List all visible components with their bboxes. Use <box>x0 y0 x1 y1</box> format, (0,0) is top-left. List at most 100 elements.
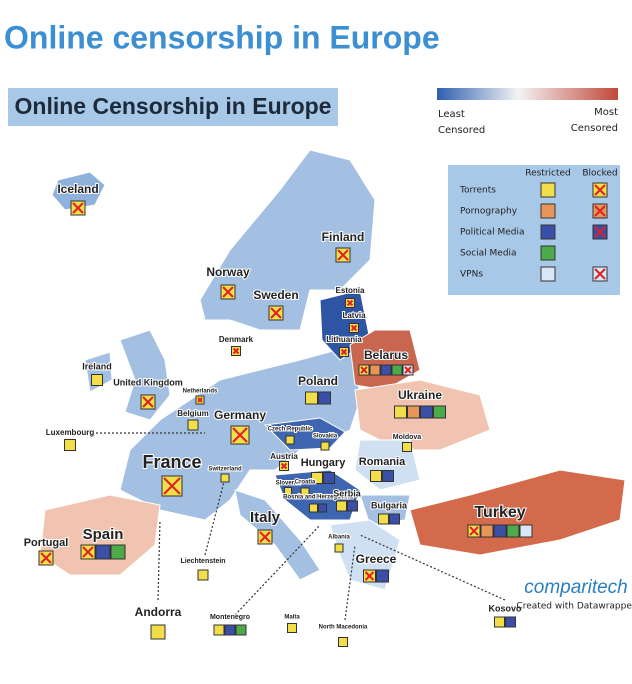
blocked-cross <box>259 531 271 543</box>
country: Latvia <box>341 310 367 333</box>
icon <box>376 569 389 583</box>
country-label: Malta <box>284 615 300 621</box>
country: Slovakia <box>312 433 339 451</box>
icon <box>320 441 330 451</box>
blocked-cross <box>594 268 606 280</box>
scale-most-sub: Censored <box>571 123 618 134</box>
blocked-cross <box>364 571 375 581</box>
country: North Macedonia <box>318 624 369 647</box>
country-label: Portugal <box>24 537 69 549</box>
icon <box>420 405 433 419</box>
country-label: Sweden <box>253 288 298 302</box>
icon <box>197 569 209 581</box>
country: Hungary <box>300 456 347 484</box>
icon <box>318 391 331 405</box>
icon <box>540 224 556 240</box>
country-label: Spain <box>83 526 124 543</box>
country: Luxembourg <box>45 427 95 451</box>
icon <box>540 245 556 261</box>
country: Portugal <box>23 536 69 566</box>
icon <box>284 487 292 495</box>
icon <box>407 405 420 419</box>
map-title: Online Censorship in Europe <box>15 93 332 119</box>
icon <box>336 500 347 512</box>
icon <box>480 524 494 538</box>
icon <box>285 435 295 445</box>
blocked-cross <box>142 396 154 408</box>
icon <box>95 544 111 560</box>
legend: Restricted Blocked Torrents Pornography Poli… <box>459 169 618 282</box>
icon <box>338 637 348 647</box>
country: Lithuania <box>325 334 363 357</box>
country: Andorra <box>134 604 183 640</box>
icon <box>311 472 323 484</box>
country: France <box>141 451 203 497</box>
country-label: Croatia <box>295 480 316 486</box>
country: Slovenia <box>275 480 302 495</box>
icon <box>110 544 126 560</box>
country-label: Norway <box>206 265 250 279</box>
country-label: Czech Republic <box>268 427 313 433</box>
country: Austria <box>269 451 299 471</box>
country-label: Switzerland <box>208 467 242 473</box>
country: Switzerland <box>207 466 243 483</box>
blocked-cross <box>72 202 84 214</box>
scale-bar <box>437 88 618 100</box>
icon <box>309 503 318 513</box>
blocked-cross <box>469 526 479 536</box>
country-label: Turkey <box>474 504 525 521</box>
icon <box>64 439 76 451</box>
icon <box>220 473 230 483</box>
country: Serbia <box>332 487 363 512</box>
legend-box <box>448 165 620 295</box>
blocked-cross <box>232 347 240 355</box>
blocked-cross <box>594 226 606 238</box>
country-label: Andorra <box>135 605 182 619</box>
country-label: Ireland <box>82 361 112 371</box>
country: Kosovo <box>487 602 523 628</box>
country: Bulgaria <box>370 499 409 525</box>
blocked-cross <box>594 184 606 196</box>
icon <box>389 513 400 525</box>
page-title: Online censorship in Europe <box>4 19 440 55</box>
blocked-cross <box>197 397 203 403</box>
country: Turkey <box>467 503 533 538</box>
blocked-cross <box>222 286 234 298</box>
blocked-cross <box>232 427 248 443</box>
icon <box>433 405 446 419</box>
country-label: Germany <box>214 408 266 422</box>
country: Romania <box>358 455 407 482</box>
icon <box>493 524 507 538</box>
country: Malta <box>283 614 301 633</box>
country-label: Ukraine <box>398 388 442 402</box>
country: United Kingdom <box>112 376 184 410</box>
country-label: Greece <box>356 552 397 566</box>
icon <box>369 364 381 376</box>
legend-row: Pornography <box>460 207 518 217</box>
icon <box>391 364 403 376</box>
country: Finland <box>321 229 365 263</box>
country: Ireland <box>81 360 113 386</box>
country: Moldova <box>392 433 422 452</box>
country: Estonia <box>335 285 366 308</box>
country: Netherlands <box>182 388 219 405</box>
icon <box>287 623 297 633</box>
scale-least: Least <box>438 109 465 120</box>
blocked-cross <box>594 205 606 217</box>
credit: Created with Datawrapper <box>516 602 632 612</box>
blocked-cross <box>337 249 349 261</box>
country: Croatia <box>294 479 317 497</box>
brand: comparitech <box>524 577 628 598</box>
icon <box>402 442 412 452</box>
legend-column: Restricted <box>525 169 571 179</box>
country: Montenegro <box>209 613 251 636</box>
icon <box>300 487 310 497</box>
scale-least-sub: Censored <box>438 125 485 136</box>
country-label: Poland <box>298 374 338 388</box>
country-label: Denmark <box>219 335 254 344</box>
blocked-cross <box>340 348 348 356</box>
blocked-cross <box>346 299 354 307</box>
country-label: Estonia <box>336 286 365 295</box>
country: Sweden <box>252 287 300 321</box>
